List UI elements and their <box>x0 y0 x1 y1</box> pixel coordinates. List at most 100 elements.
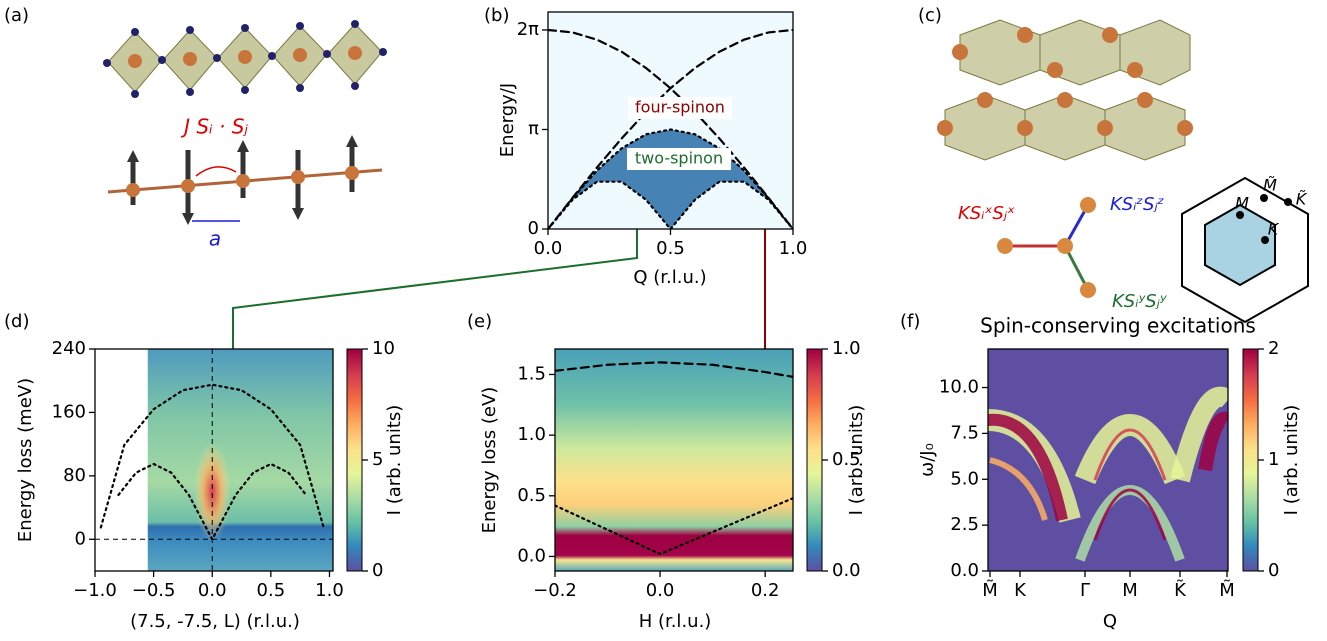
heatmap-band <box>1093 488 1167 541</box>
x-tick-label: 1.0 <box>315 580 344 601</box>
x-tick-label: M̃ <box>1219 580 1235 601</box>
panel-label: (d) <box>4 311 29 332</box>
y-tick-label: π <box>528 118 539 139</box>
annotation-box <box>628 97 732 119</box>
curve <box>548 180 793 229</box>
curve <box>555 361 793 379</box>
y-tick-label: 2π <box>517 19 539 40</box>
x-tick-label: 0.5 <box>656 238 685 259</box>
curve <box>99 383 325 529</box>
plot <box>988 349 1228 571</box>
heatmap-band <box>1198 411 1228 472</box>
axes-frame <box>94 348 334 572</box>
zone-point: M̃ <box>1263 176 1277 195</box>
heatmap-band <box>1074 414 1186 485</box>
y-tick-label: 1.0 <box>517 424 546 445</box>
x-tick-label: 0.0 <box>198 580 227 601</box>
panel-label: (c) <box>918 5 942 26</box>
two-spinon-continuum <box>548 129 793 229</box>
x-axis-label: Q <box>1103 611 1117 632</box>
brillouin-zone <box>1181 176 1309 324</box>
coupling-label: J Sᵢ · Sⱼ <box>180 115 248 139</box>
colorbar-label: I (arb. units) <box>1281 405 1302 516</box>
x-tick-label: M <box>1122 580 1138 601</box>
x-tick-label: 0.2 <box>751 580 780 601</box>
x-tick-label: M̃ <box>982 580 998 601</box>
x-tick-label: 0.0 <box>646 580 675 601</box>
x-axis-label: Q (r.l.u.) <box>633 267 706 288</box>
coupling-y: KSᵢʸSⱼʸ <box>1112 291 1168 312</box>
heatmap <box>147 349 333 571</box>
colorbar <box>346 348 363 572</box>
y-tick-label: 2.5 <box>950 514 979 535</box>
y-tick-label: 160 <box>52 401 86 422</box>
panel-label: (e) <box>467 311 492 332</box>
y-tick-label: 7.5 <box>950 422 979 443</box>
colorbar-tick-label: 2 <box>1268 338 1279 359</box>
colorbar-tick-label: 0.5 <box>832 449 861 470</box>
axes-frame <box>554 348 794 572</box>
colorbar <box>806 348 823 572</box>
coupling-z: KSᵢᶻSⱼᶻ <box>1110 194 1164 215</box>
plot <box>548 12 793 229</box>
y-tick-label: 0.0 <box>517 545 546 566</box>
curve <box>555 497 793 556</box>
y-tick-label: 0.0 <box>950 560 979 581</box>
x-tick-label: K <box>1014 580 1027 601</box>
heatmap-band <box>989 457 1048 521</box>
curve <box>548 28 793 229</box>
colorbar-tick-label: 1 <box>1268 449 1279 470</box>
x-axis-label: H (r.l.u.) <box>639 611 712 632</box>
axes-frame <box>987 348 1229 572</box>
colorbar <box>1242 348 1259 572</box>
annotation: two-spinon <box>635 149 723 168</box>
heatmap-hotspot <box>194 441 231 542</box>
panel-label: (f) <box>900 311 920 332</box>
x-tick-label: −0.5 <box>132 580 176 601</box>
heatmap <box>555 349 793 571</box>
annotation-box <box>627 148 731 170</box>
panel-label: (b) <box>484 5 509 26</box>
heatmap-band <box>1093 428 1167 481</box>
spacing-label: a <box>209 227 221 251</box>
colorbar-label: I (arb. units) <box>846 405 867 516</box>
curve <box>548 128 793 229</box>
y-axis-label: Energy/J <box>497 83 518 157</box>
colorbar-tick-label: 1.0 <box>832 338 861 359</box>
y-tick-label: 0 <box>528 218 539 239</box>
heatmap-band <box>1170 386 1228 483</box>
x-axis-label: (7.5, -7.5, L) (r.l.u.) <box>130 611 300 632</box>
y-axis-label: Energy loss (meV) <box>15 378 36 542</box>
y-tick-label: 0 <box>75 528 86 549</box>
x-tick-label: −0.2 <box>533 580 577 601</box>
x-tick-label: K̃ <box>1174 580 1187 601</box>
annotation: four-spinon <box>635 98 725 117</box>
x-tick-label: 0.0 <box>534 238 563 259</box>
spin-chain <box>107 135 383 225</box>
colorbar-tick-label: 0.0 <box>832 560 861 581</box>
y-tick-label: 240 <box>52 338 86 359</box>
colorbar-tick-label: 5 <box>372 449 383 470</box>
honeycomb-lattice <box>937 19 1193 161</box>
octahedra-chain <box>103 20 387 98</box>
x-tick-label: Γ <box>1080 580 1090 601</box>
plot <box>95 349 333 571</box>
x-tick-label: 0.5 <box>257 580 286 601</box>
colorbar-tick-label: 10 <box>372 338 395 359</box>
x-tick-label: 1.0 <box>779 238 808 259</box>
heatmap-band <box>988 413 1068 522</box>
y-tick-label: 80 <box>63 465 86 486</box>
zone-point: K <box>1268 220 1280 239</box>
colorbar-tick-label: 0 <box>1268 560 1279 581</box>
chart-title: Spin-conserving excitations <box>980 314 1256 338</box>
kitaev-bonds <box>997 197 1096 298</box>
y-axis-label: Energy loss (eV) <box>479 387 500 534</box>
x-tick-label: −1.0 <box>73 580 117 601</box>
zone-point: K̃ <box>1296 190 1308 209</box>
y-axis-label: ω/J₀ <box>917 443 938 477</box>
panel-label: (a) <box>4 5 29 26</box>
zone-point: M <box>1235 194 1249 213</box>
y-tick-label: 1.5 <box>517 363 546 384</box>
plot <box>555 349 793 571</box>
y-tick-label: 0.5 <box>517 485 546 506</box>
